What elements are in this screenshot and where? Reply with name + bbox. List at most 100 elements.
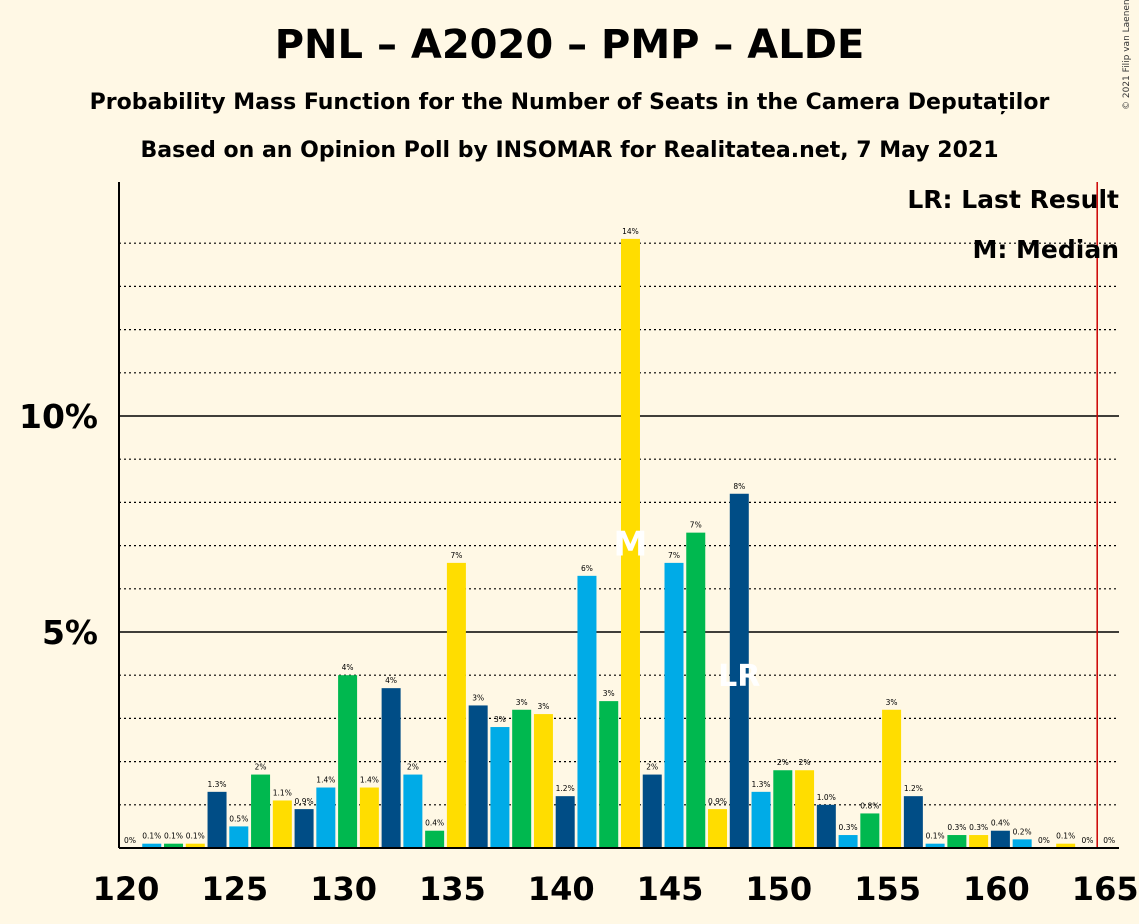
bar-value-label: 14% (622, 227, 639, 236)
bar-value-label: 0% (124, 836, 136, 845)
bar-value-label: 2% (407, 763, 419, 772)
bar-value-label: 3% (494, 715, 506, 724)
legend-last-result: LR: Last Result (907, 185, 1119, 214)
bar (425, 830, 445, 848)
bar (990, 830, 1010, 848)
bar-value-label: 0% (1038, 836, 1050, 845)
bar-value-label: 0.9% (708, 797, 727, 806)
x-tick-label: 160 (963, 870, 1030, 908)
bar-value-label: 2% (255, 763, 267, 772)
bar-value-label: 0.3% (839, 823, 858, 832)
bar-value-label: 3% (603, 689, 615, 698)
bar-value-label: 1.3% (752, 780, 771, 789)
bar (164, 843, 184, 848)
bar-value-label: 1.2% (904, 784, 923, 793)
bar (642, 774, 662, 848)
bar (729, 493, 749, 848)
chart-title: PNL – A2020 – PMP – ALDE (274, 22, 865, 68)
bar (381, 688, 401, 848)
bar-value-label: 0.8% (860, 801, 879, 810)
x-tick-label: 165 (1072, 870, 1139, 908)
bar (251, 774, 271, 848)
bar-value-label: 2% (799, 758, 811, 767)
last-result-marker: LR (718, 659, 760, 694)
bar-value-label: 2% (646, 763, 658, 772)
x-tick-label: 130 (310, 870, 377, 908)
legend-median: M: Median (972, 235, 1119, 264)
bar-value-label: 8% (733, 482, 745, 491)
bar (860, 813, 880, 848)
bar-value-label: 0.4% (425, 819, 444, 828)
bar-value-label: 7% (668, 551, 680, 560)
x-tick-label: 140 (528, 870, 595, 908)
bar-value-label: 7% (690, 521, 702, 530)
x-tick-label: 145 (637, 870, 704, 908)
bar (947, 835, 967, 848)
bar-value-label: 0.2% (1013, 827, 1032, 836)
x-tick-label: 120 (93, 870, 160, 908)
bar-value-label: 7% (450, 551, 462, 560)
bar-value-label: 0.1% (186, 832, 205, 841)
bar (512, 709, 532, 848)
bar-value-label: 3% (537, 702, 549, 711)
bar-value-label: 0.1% (1056, 832, 1075, 841)
bar-value-label: 4% (342, 663, 354, 672)
x-tick-label: 125 (201, 870, 268, 908)
chart-source: Based on an Opinion Poll by INSOMAR for … (140, 138, 999, 163)
bar (185, 843, 205, 848)
bar (490, 727, 510, 848)
bar (708, 809, 728, 848)
bar (468, 705, 488, 848)
bar (207, 791, 227, 848)
bar (903, 796, 923, 848)
bar (359, 787, 379, 848)
bar-value-label: 0.3% (969, 823, 988, 832)
bar (555, 796, 575, 848)
bar (795, 770, 815, 848)
bar-value-label: 1.2% (556, 784, 575, 793)
y-tick-label: 5% (42, 613, 98, 652)
chart-subtitle: Probability Mass Function for the Number… (89, 90, 1050, 115)
bar-value-label: 3% (516, 698, 528, 707)
bar (142, 843, 162, 848)
bar (882, 709, 902, 848)
bar-value-label: 0.3% (947, 823, 966, 832)
bar-value-label: 1.0% (817, 793, 836, 802)
bar (338, 675, 358, 848)
bar (533, 714, 553, 848)
bar-value-label: 0.1% (164, 832, 183, 841)
bar-value-label: 0.1% (142, 832, 161, 841)
bar-value-label: 0.5% (229, 814, 248, 823)
bar (294, 809, 314, 848)
bar (577, 575, 597, 848)
bar (316, 787, 336, 848)
bar-value-label: 4% (385, 676, 397, 685)
bar-value-label: 0% (1103, 836, 1115, 845)
y-tick-label: 10% (19, 397, 98, 436)
bar (229, 826, 249, 848)
bar (751, 791, 771, 848)
x-tick-label: 155 (854, 870, 921, 908)
bar (620, 238, 640, 848)
bar-value-label: 1.4% (316, 776, 335, 785)
bar (686, 532, 706, 848)
bar-value-label: 0.9% (295, 797, 314, 806)
bar (838, 835, 858, 848)
bar-value-label: 0% (1081, 836, 1093, 845)
bar-value-label: 0.1% (926, 832, 945, 841)
bar-value-label: 1.4% (360, 776, 379, 785)
bar (1056, 843, 1076, 848)
x-tick-label: 135 (419, 870, 486, 908)
bar (969, 835, 989, 848)
bar-value-label: 0.4% (991, 819, 1010, 828)
bar (599, 701, 619, 848)
bar (1012, 839, 1032, 848)
bar (925, 843, 945, 848)
bar-value-label: 3% (886, 698, 898, 707)
bar-value-label: 1.1% (273, 788, 292, 797)
x-tick-label: 150 (745, 870, 812, 908)
bar (816, 804, 836, 848)
bar (664, 562, 684, 848)
bar-value-label: 6% (581, 564, 593, 573)
